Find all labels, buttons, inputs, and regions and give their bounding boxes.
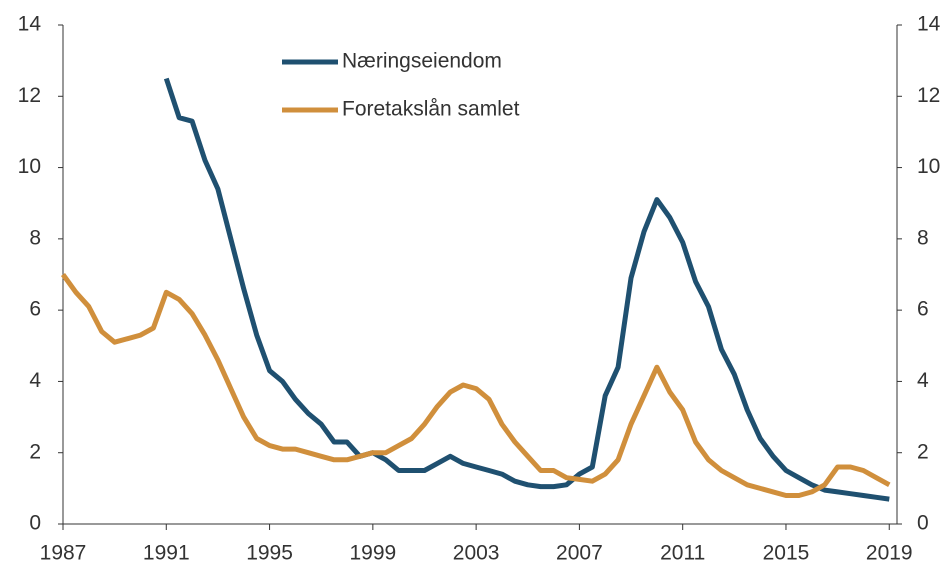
- x-tick-label: 2011: [660, 542, 705, 565]
- x-tick-label: 1995: [246, 542, 293, 565]
- x-tick-label: 2007: [556, 542, 603, 565]
- x-tick-label: 1987: [40, 542, 87, 565]
- series-line: [60, 273, 891, 498]
- y2-tick-label: 10: [917, 155, 940, 178]
- x-tick-label: 2015: [763, 542, 810, 565]
- y2-tick-label: 2: [917, 440, 929, 463]
- y2-tick-label: 4: [917, 369, 929, 392]
- y2-tick-label: 0: [917, 512, 929, 535]
- y2-tick-label: 8: [917, 226, 929, 249]
- legend-label: Næringseiendom: [342, 50, 502, 73]
- y-tick-label: 4: [29, 369, 41, 392]
- y-tick-label: 6: [29, 298, 41, 321]
- x-tick-label: 1991: [143, 542, 190, 565]
- y2-tick-label: 12: [917, 84, 940, 107]
- x-tick-label: 1999: [349, 542, 396, 565]
- legend-label: Foretakslån samlet: [342, 98, 520, 121]
- y2-tick-label: 6: [917, 298, 929, 321]
- y-tick-label: 0: [29, 512, 41, 535]
- y-tick-label: 14: [18, 13, 42, 36]
- x-tick-label: 2019: [866, 542, 913, 565]
- y-tick-label: 10: [18, 155, 41, 178]
- y-tick-label: 8: [29, 226, 41, 249]
- y-tick-label: 12: [18, 84, 41, 107]
- x-tick-label: 2003: [453, 542, 500, 565]
- y2-tick-label: 14: [917, 13, 941, 36]
- series-line: [163, 77, 890, 502]
- y-tick-label: 2: [29, 440, 41, 463]
